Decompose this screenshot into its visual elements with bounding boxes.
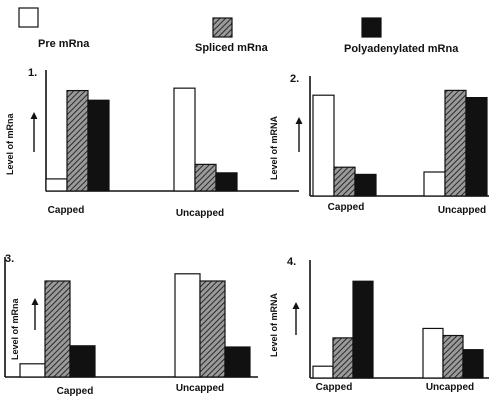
y-axis-label: Level of mRna — [10, 297, 20, 360]
category-label-capped: Capped — [316, 382, 353, 393]
bar-uncapped-pre-mrna — [173, 87, 196, 192]
up-arrow-head-icon — [31, 298, 39, 305]
bar-uncapped-polyadenylated-mrna — [215, 172, 238, 192]
bar-capped-polyadenylated-mrna — [352, 280, 374, 379]
bar-uncapped-pre-mrna — [423, 171, 446, 197]
chart-panel-1: 1. Level of mRna Capped Uncapped — [5, 67, 299, 219]
legend-label-polyadenylated-mrna: Polyadenylated mRna — [344, 43, 459, 55]
y-axis-label: Level of mRna — [5, 112, 15, 175]
bar-uncapped-spliced-mrna — [194, 163, 217, 192]
category-label-uncapped: Uncapped — [176, 208, 224, 219]
category-label-capped: Capped — [48, 205, 85, 216]
bar-capped-polyadenylated-mrna — [69, 345, 96, 378]
y-axis-label: Level of mRNA — [269, 115, 279, 180]
legend-swatch-pre-mrna — [18, 7, 39, 28]
category-label-capped: Capped — [57, 386, 94, 397]
bar-capped-pre-mrna — [312, 365, 334, 379]
bar-uncapped-polyadenylated-mrna — [462, 349, 484, 379]
chart-panel-2: 2. Level of mRNA Capped Uncapped — [269, 73, 489, 216]
bar-capped-spliced-mrna — [44, 280, 71, 378]
category-label-uncapped: Uncapped — [176, 383, 224, 394]
category-label-uncapped: Uncapped — [426, 382, 474, 393]
bar-capped-pre-mrna — [312, 94, 335, 197]
bar-uncapped-pre-mrna — [174, 273, 201, 378]
legend: Pre mRna Spliced mRna Polyadenylated mRna — [18, 7, 459, 55]
category-label-uncapped: Uncapped — [438, 205, 486, 216]
bar-uncapped-polyadenylated-mrna — [465, 96, 488, 197]
chart-panel-4: 4. Level of mRNA Capped Uncapped — [269, 256, 489, 393]
bar-uncapped-spliced-mrna — [442, 334, 464, 379]
panel-number: 4. — [287, 256, 296, 268]
panel-number: 3. — [5, 253, 14, 265]
bar-capped-spliced-mrna — [332, 337, 354, 379]
legend-label-pre-mrna: Pre mRna — [38, 38, 90, 50]
bar-capped-pre-mrna — [45, 178, 68, 192]
bar-uncapped-pre-mrna — [422, 327, 444, 379]
legend-swatch-polyadenylated-mrna — [361, 17, 382, 38]
bar-uncapped-spliced-mrna — [199, 280, 226, 378]
bar-capped-spliced-mrna — [333, 166, 356, 197]
y-axis-label: Level of mRNA — [269, 292, 279, 357]
bar-capped-polyadenylated-mrna — [87, 99, 110, 192]
panel-number: 1. — [28, 67, 37, 79]
up-arrow-head-icon — [292, 302, 300, 309]
bar-capped-pre-mrna — [19, 363, 46, 378]
bar-uncapped-spliced-mrna — [444, 89, 467, 197]
legend-label-spliced-mrna: Spliced mRna — [195, 42, 269, 54]
legend-swatch-spliced-mrna — [212, 17, 233, 38]
category-label-capped: Capped — [328, 202, 365, 213]
up-arrow-head-icon — [30, 112, 38, 119]
bar-uncapped-polyadenylated-mrna — [224, 346, 251, 378]
chart-panel-3: 3. Level of mRna Capped Uncapped — [4, 253, 258, 397]
bar-capped-spliced-mrna — [66, 89, 89, 192]
panel-number: 2. — [290, 73, 299, 85]
up-arrow-head-icon — [295, 117, 303, 124]
bar-capped-polyadenylated-mrna — [354, 173, 377, 197]
